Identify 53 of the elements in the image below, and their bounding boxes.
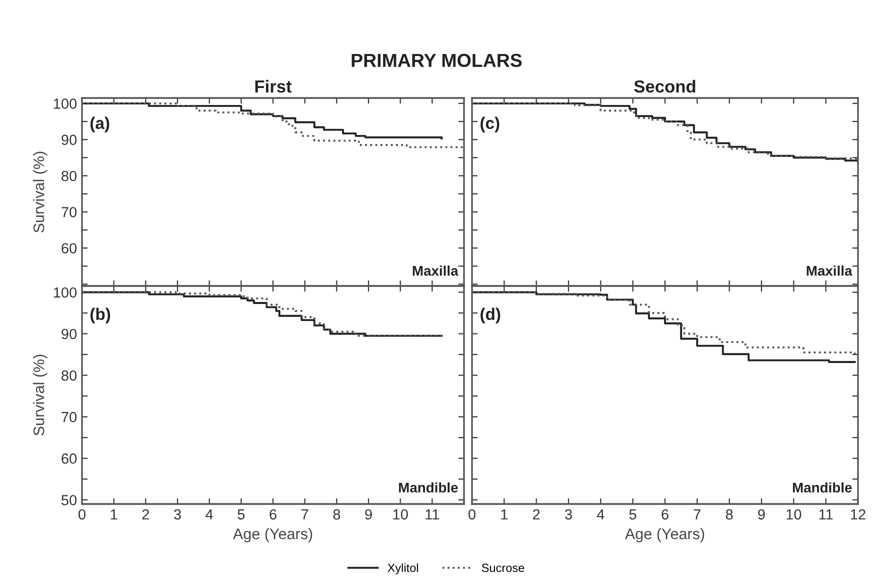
x-tick-label: 0 (78, 509, 86, 520)
y-tick-label: 100 (54, 98, 77, 109)
annotation: Mandible (792, 482, 852, 493)
x-tick-label: 7 (694, 509, 700, 520)
y-tick-label: 70 (62, 412, 77, 422)
x-tick-label: 10 (786, 509, 802, 520)
x-tick-label: 6 (662, 509, 668, 520)
y-tick-label: 80 (62, 170, 77, 182)
x-tick-label: 11 (819, 509, 833, 520)
x-tick-label: 1 (110, 509, 118, 520)
annotation: Maxilla (412, 266, 458, 276)
x-tick-label: 2 (142, 509, 149, 520)
x-tick-label: 1 (501, 509, 508, 520)
y-axis-title: Survival (%) (33, 354, 48, 436)
legend-label: Xylitol (388, 563, 418, 574)
x-tick-label: 12 (851, 509, 866, 520)
y-tick-label: 100 (54, 287, 77, 298)
x-tick-label: 9 (758, 509, 765, 520)
annotation: (a) (90, 116, 110, 132)
x-axis-title: Age (Years) (232, 528, 312, 542)
y-tick-label: 50 (62, 494, 77, 506)
chart-subtitle: Second (634, 80, 696, 93)
x-tick-label: 9 (365, 509, 372, 520)
x-tick-label: 0 (468, 509, 476, 520)
y-tick-label: 90 (62, 134, 77, 146)
x-tick-label: 3 (565, 509, 572, 520)
x-tick-label: 7 (302, 509, 308, 520)
x-tick-label: 8 (726, 509, 733, 520)
y-tick-label: 80 (62, 370, 77, 381)
x-tick-label: 6 (270, 509, 276, 520)
x-tick-label: 8 (333, 509, 340, 520)
chart-subtitle: First (255, 80, 292, 93)
x-tick-label: 4 (596, 509, 604, 520)
y-tick-label: 70 (62, 206, 77, 218)
x-tick-label: 5 (629, 509, 636, 520)
annotation: (d) (480, 308, 500, 324)
chart-title: PRIMARY MOLARS (352, 54, 522, 68)
y-axis-title: Survival (%) (33, 152, 48, 232)
x-tick-label: 4 (206, 509, 213, 520)
x-tick-label: 2 (533, 509, 540, 520)
y-tick-label: 60 (62, 243, 77, 254)
annotation: (b) (90, 308, 110, 324)
x-tick-label: 11 (426, 509, 440, 520)
x-tick-label: 3 (174, 509, 181, 520)
y-tick-label: 90 (62, 328, 77, 340)
x-axis-title: Age (Years) (624, 528, 704, 542)
x-tick-label: 5 (238, 509, 245, 520)
x-tick-label: 10 (393, 509, 408, 520)
y-tick-label: 60 (62, 453, 77, 464)
legend-label: Sucrose (482, 564, 524, 572)
annotation: Maxilla (806, 266, 852, 276)
annotation: (c) (480, 116, 500, 132)
annotation: Mandible (399, 482, 458, 493)
